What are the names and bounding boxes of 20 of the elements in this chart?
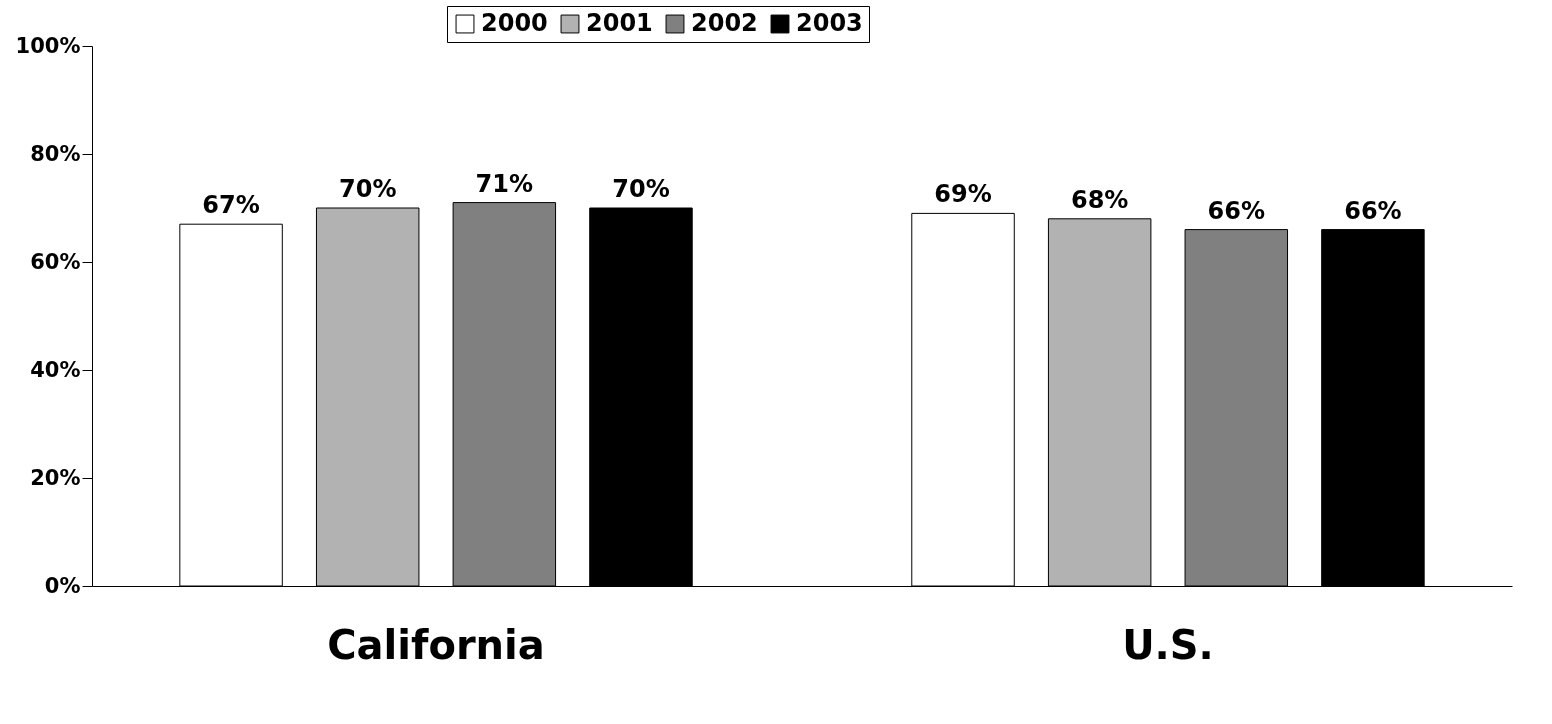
- y-tick-label: 80%: [30, 141, 81, 166]
- data-label: 66%: [1344, 196, 1402, 225]
- data-label: 71%: [475, 169, 534, 198]
- y-tick-label: 100%: [15, 33, 81, 58]
- x-tick-label: California: [327, 621, 545, 668]
- data-label: 66%: [1207, 196, 1266, 225]
- data-label: 67%: [202, 191, 260, 220]
- data-label: 68%: [1070, 185, 1129, 214]
- legend-label: 2001: [586, 9, 653, 37]
- y-tick-label: 60%: [30, 249, 81, 274]
- data-label: 69%: [934, 180, 992, 209]
- legend-label: 2000: [481, 9, 548, 37]
- y-tick-label: 20%: [30, 465, 81, 490]
- y-tick-label: 0%: [44, 573, 81, 598]
- y-tick-label: 40%: [30, 357, 81, 382]
- data-label: 70%: [338, 175, 397, 203]
- legend-label: 2003: [796, 9, 863, 37]
- data-label: 70%: [612, 175, 670, 203]
- legend-label: 2002: [691, 9, 758, 37]
- x-tick-label: U.S.: [1122, 621, 1214, 668]
